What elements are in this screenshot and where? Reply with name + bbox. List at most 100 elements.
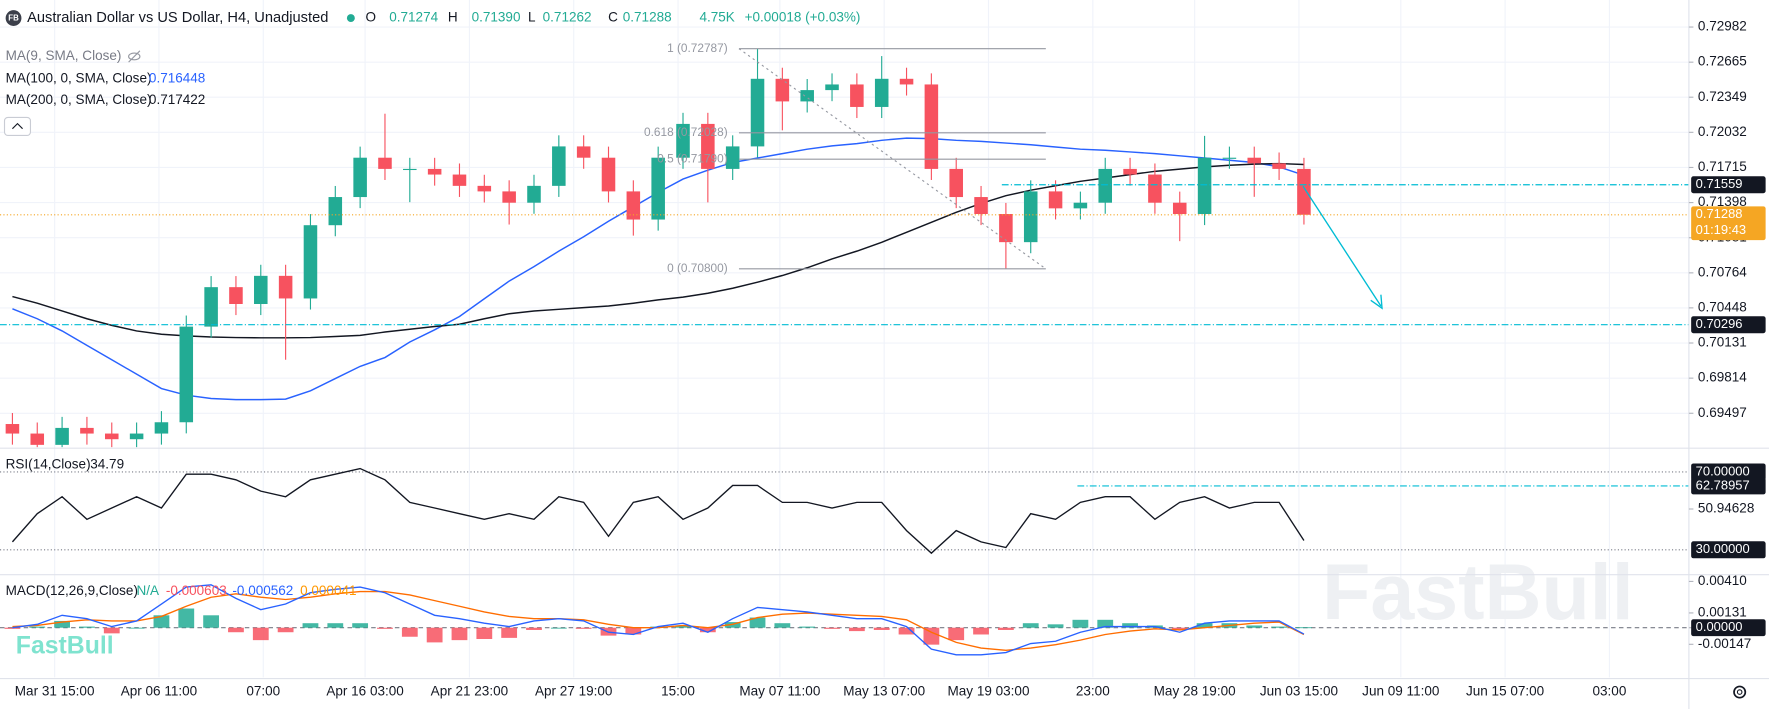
- macd-histogram-bar: [103, 627, 120, 634]
- candle-body: [974, 197, 988, 215]
- collapse-legend-button[interactable]: [3, 116, 32, 137]
- hidden-eye-icon[interactable]: [128, 50, 141, 63]
- macd-zero-label: 0.00000: [1696, 619, 1743, 634]
- macd-histogram-bar: [252, 627, 269, 641]
- macd-histogram-bar: [4, 627, 21, 629]
- candle-body: [1222, 157, 1237, 159]
- candle-body: [1247, 157, 1262, 164]
- candle-body: [701, 123, 715, 169]
- macd-histogram-bar: [550, 627, 567, 629]
- fib-diagonal: [738, 48, 1047, 270]
- macd-histogram-bar: [699, 627, 716, 633]
- y-tick-label: 0.72349: [1698, 89, 1747, 104]
- macd-histogram-bar: [476, 627, 493, 640]
- candle-body: [1197, 157, 1212, 215]
- candle-body: [576, 146, 591, 158]
- rsi-line: [11, 467, 1305, 555]
- macd-histogram-bar: [128, 627, 145, 629]
- y-tick-label: -0.00147: [1698, 636, 1751, 651]
- fib-label: 0.5 (0.71790): [657, 151, 727, 165]
- macd-value: 0.000041: [300, 583, 356, 598]
- candle-body: [676, 123, 690, 158]
- y-tick-label: 0.70764: [1698, 264, 1747, 279]
- macd-title[interactable]: MACD(12,26,9,Close): [6, 583, 138, 598]
- candle-body: [949, 168, 963, 198]
- axis-layer: Mar 31 15:00 Apr 06 11:00 07:00 Apr 16 03:0…: [15, 19, 1755, 699]
- ohlc-label: H: [448, 10, 458, 25]
- x-tick-label: Mar 31 15:00: [15, 684, 95, 699]
- macd-histogram-bar: [997, 627, 1014, 630]
- candle-body: [55, 427, 69, 445]
- grid-layer: [0, 0, 1689, 678]
- ohlc-label: C: [608, 10, 618, 25]
- candle-body: [104, 433, 119, 440]
- rsi-value: 34.79: [90, 457, 124, 472]
- price-pane: 1 (0.72787) 0.618 (0.72028) 0.5 (0.71790) 0…: [0, 41, 1689, 448]
- macd-histogram-bar: [377, 627, 393, 629]
- candle-body: [874, 78, 889, 107]
- macd-histogram-bar: [824, 627, 840, 629]
- y-tick-label: 0.72982: [1698, 19, 1747, 34]
- last-price-label: 0.71288: [1696, 206, 1743, 221]
- macd-histogram-bar: [749, 617, 766, 628]
- rsi-title[interactable]: RSI(14,Close): [6, 457, 91, 472]
- macd-histogram-bar: [1122, 623, 1138, 628]
- x-tick-label: 15:00: [661, 684, 695, 699]
- fib-label: 0 (0.70800): [667, 261, 728, 275]
- settings-button[interactable]: [1733, 685, 1747, 699]
- candle-body: [1148, 174, 1162, 203]
- macd-histogram-bar: [426, 627, 443, 643]
- x-tick-label: Jun 15 07:00: [1466, 684, 1544, 699]
- last-price-label-box: [1691, 206, 1766, 241]
- price-line-label: 0.70296: [1696, 316, 1743, 331]
- candle-body: [750, 78, 765, 147]
- macd-histogram-bar: [625, 627, 642, 635]
- logo-badge: [5, 10, 22, 26]
- candle-body: [452, 174, 467, 186]
- price-line-label-box: [1691, 176, 1766, 194]
- rsi-level-label-box: [1691, 541, 1766, 559]
- symbol-title[interactable]: Australian Dollar vs US Dollar, H4, Unad…: [27, 10, 328, 26]
- fib-label: 1 (0.72787): [667, 41, 728, 55]
- candle-body: [1123, 168, 1137, 175]
- y-tick-label: 0.70448: [1698, 299, 1747, 314]
- candle-body: [229, 287, 243, 304]
- candle-body: [1098, 168, 1113, 203]
- macd-histogram-bar: [277, 627, 294, 633]
- x-tick-label: Apr 06 11:00: [121, 684, 197, 699]
- x-tick-label: May 13 07:00: [843, 684, 925, 699]
- macd-histogram-bar: [1296, 627, 1312, 629]
- price-line-label-box: [1691, 316, 1766, 334]
- fib-label: 0.618 (0.72028): [644, 125, 728, 139]
- macd-histogram-bar: [228, 627, 244, 633]
- candle-body: [179, 326, 194, 423]
- candle-body: [502, 191, 516, 203]
- ma-legend[interactable]: MA(200, 0, SMA, Close): [6, 92, 152, 107]
- macd-histogram-bar: [1022, 623, 1039, 628]
- change-value: +0.00018 (+0.03%): [745, 10, 861, 25]
- y-tick-label: 0.71398: [1698, 194, 1747, 209]
- macd-histogram-bar: [675, 625, 691, 628]
- macd-zero-label-box: [1691, 619, 1766, 637]
- x-tick-label: Apr 27 19:00: [535, 684, 612, 699]
- macd-histogram-bar: [575, 627, 592, 629]
- x-tick-label: May 07 11:00: [739, 684, 820, 699]
- ma-legend[interactable]: MA(9, SMA, Close): [6, 48, 122, 63]
- brand-logo: FastBull: [16, 632, 114, 659]
- ohlc-value: 0.71390: [472, 10, 521, 25]
- candle-body: [204, 287, 218, 327]
- candle-body: [1073, 202, 1088, 209]
- candle-body: [552, 146, 566, 186]
- ma-legend[interactable]: MA(100, 0, SMA, Close): [6, 71, 152, 86]
- x-tick-label: 03:00: [1592, 684, 1626, 699]
- candle-body: [254, 275, 268, 304]
- macd-histogram-bar: [873, 627, 890, 630]
- macd-histogram-bar: [948, 627, 965, 641]
- macd-histogram-bar: [799, 626, 816, 628]
- y-tick-label: 0.70131: [1698, 335, 1747, 350]
- trend-arrow: [1302, 185, 1382, 307]
- macd-histogram-bar: [352, 623, 369, 628]
